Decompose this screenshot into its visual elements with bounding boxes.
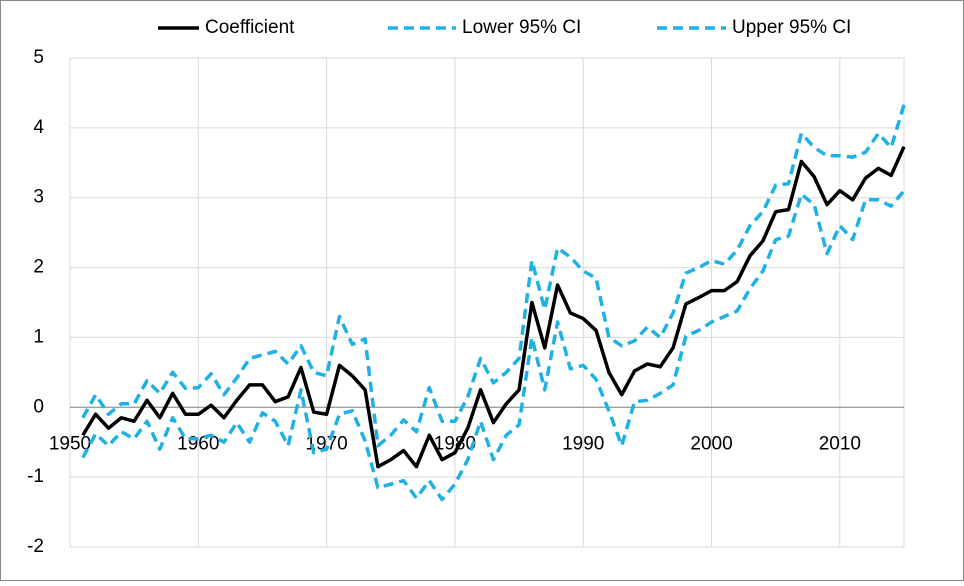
y-tick-label: 3 — [33, 187, 44, 208]
x-tick-label: 2000 — [690, 433, 732, 454]
series-line — [81, 104, 906, 448]
legend-label: Lower 95% CI — [462, 17, 581, 38]
y-tick-label: 4 — [33, 117, 44, 138]
x-tick-label: 2010 — [819, 433, 861, 454]
x-tick-label: 1960 — [177, 433, 219, 454]
y-tick-label: -1 — [27, 466, 44, 487]
y-tick-label: 1 — [33, 326, 44, 347]
x-tick-label: 1970 — [305, 433, 347, 454]
x-tick-label: 1990 — [562, 433, 604, 454]
y-tick-label: 0 — [33, 396, 44, 417]
y-tick-label: -2 — [27, 536, 44, 557]
y-tick-label: 2 — [33, 257, 44, 278]
series-line — [81, 146, 906, 469]
x-tick-label: 1980 — [434, 433, 476, 454]
legend-label: Upper 95% CI — [732, 17, 851, 38]
series-line — [81, 189, 906, 502]
y-tick-label: 5 — [33, 47, 44, 68]
legend-label: Coefficient — [205, 17, 295, 38]
